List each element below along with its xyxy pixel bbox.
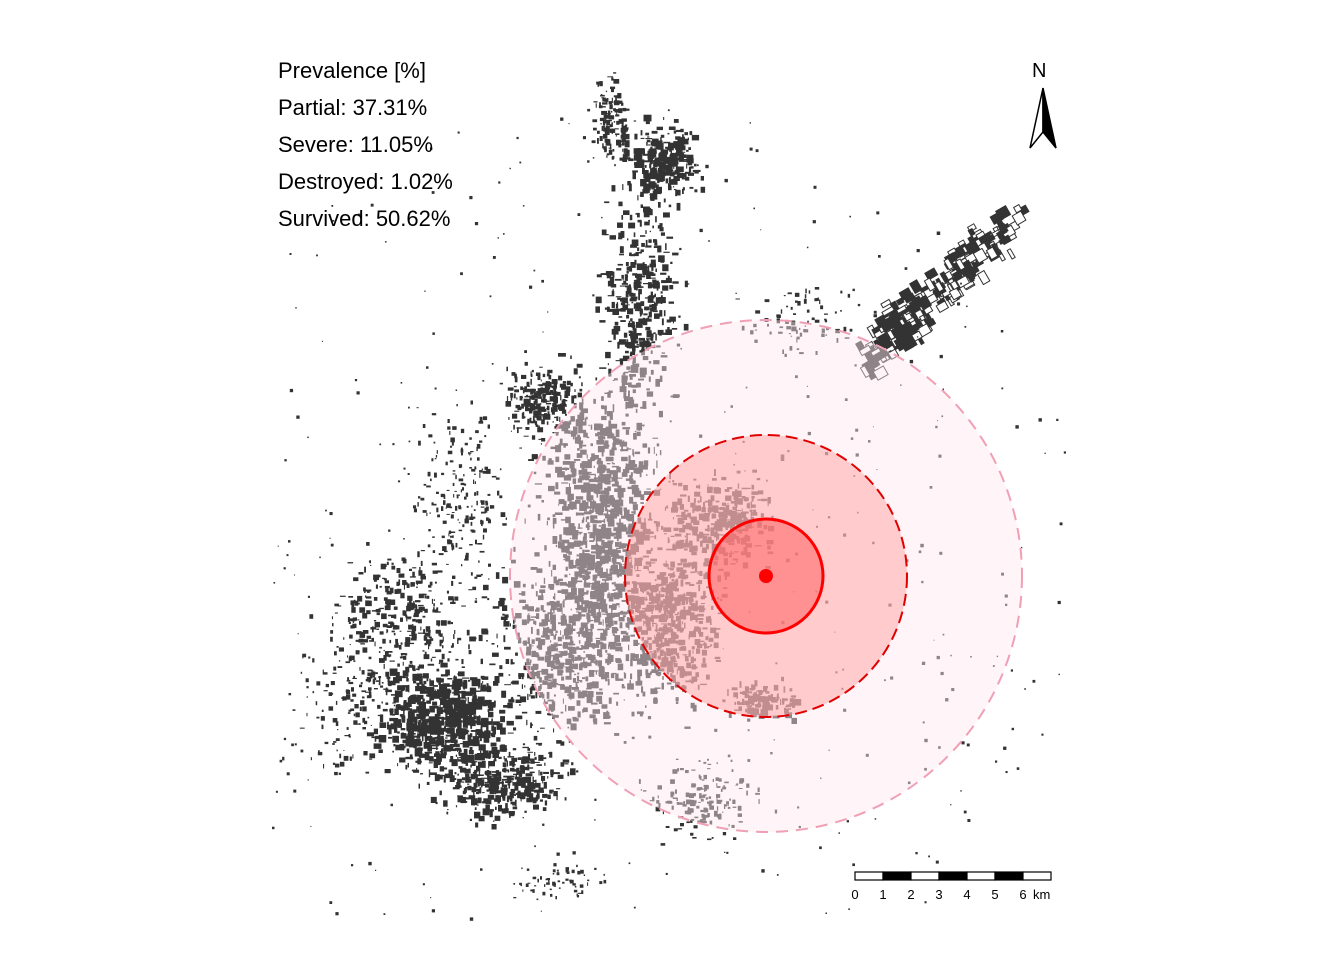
scale-unit: km (1033, 887, 1050, 902)
scale-tick-6: 6 (1019, 887, 1026, 902)
scale-tick-0: 0 (851, 887, 858, 902)
legend-item-partial: Partial: 37.31% (278, 95, 428, 120)
legend-item-severe: Severe: 11.05% (278, 132, 433, 157)
scale-tick-5: 5 (991, 887, 998, 902)
legend-item-destroyed: Destroyed: 1.02% (278, 169, 453, 194)
scale-tick-4: 4 (963, 887, 970, 902)
scale-tick-1: 1 (879, 887, 886, 902)
prevalence-legend: Prevalence [%] Partial: 37.31% Severe: 1… (278, 52, 453, 237)
north-arrow-label: N (1032, 60, 1047, 82)
legend-title: Prevalence [%] (278, 58, 426, 83)
scale-bar-labels: 0 1 2 3 4 5 6 km (851, 887, 1050, 902)
scale-bar (854, 871, 1052, 881)
ground-zero-marker (759, 569, 773, 583)
scale-tick-2: 2 (907, 887, 914, 902)
legend-item-survived: Survived: 50.62% (278, 206, 451, 231)
north-arrow-icon (1029, 87, 1057, 149)
scale-tick-3: 3 (935, 887, 942, 902)
